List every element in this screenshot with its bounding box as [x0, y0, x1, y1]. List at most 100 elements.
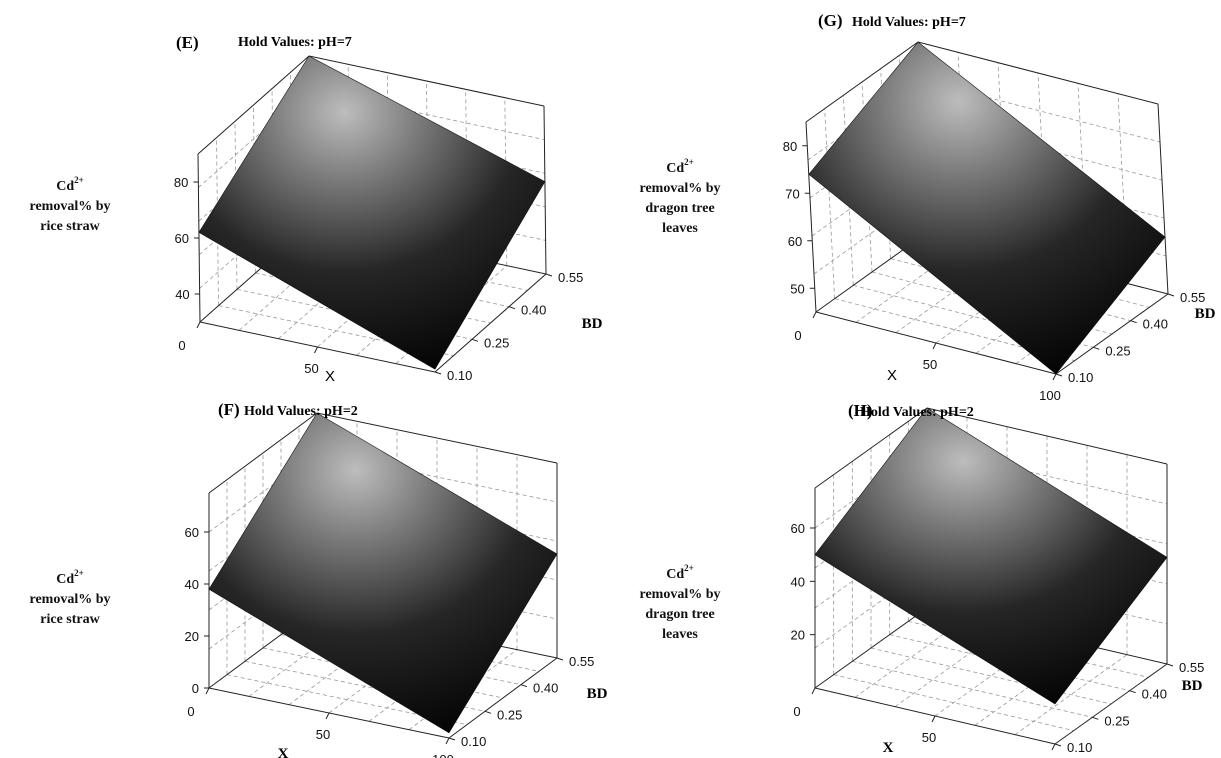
x-tick-label: 0	[794, 328, 801, 343]
z-title-line: removal% by	[639, 181, 720, 196]
z-title-line: removal% by	[639, 587, 720, 602]
bd-tick-label: 0.55	[569, 654, 594, 669]
bd-tick-label: 0.25	[497, 707, 522, 722]
x-tick-label: 100	[432, 752, 454, 758]
gridline	[356, 257, 468, 356]
frame-edge	[434, 273, 547, 373]
x-tick-mark	[1052, 373, 1057, 381]
frame-edge	[208, 412, 318, 494]
x-tick-mark	[205, 687, 210, 695]
frame-edge	[917, 41, 1159, 105]
bd-axis-title: BD	[1182, 678, 1203, 694]
z-tick-label: 60	[185, 525, 199, 540]
z-title-line: Cd2+	[56, 175, 84, 194]
hold-values-caption: Hold Values: pH=7	[238, 35, 352, 50]
z-title-line: removal% by	[29, 592, 110, 607]
z-tick-label: 70	[785, 186, 799, 201]
x-tick-label: 50	[304, 361, 318, 376]
frame-edge	[1054, 663, 1168, 745]
z-axis-title: Cd2+ removal% by rice straw	[29, 568, 110, 627]
bd-tick-mark	[1167, 293, 1175, 297]
bd-tick-label: 0.10	[1067, 740, 1092, 755]
gridline	[824, 108, 836, 299]
x-axis-title: X	[325, 368, 335, 385]
gridline	[309, 89, 545, 140]
z-title-line: dragon tree	[645, 201, 714, 216]
panel-label: (G)	[818, 11, 843, 30]
frame-edge	[926, 407, 1168, 465]
frame-edge	[543, 105, 547, 275]
z-tick-label: 20	[185, 629, 199, 644]
x-tick-label: 0	[187, 704, 194, 719]
bd-tick-mark	[434, 371, 442, 375]
bd-tick-mark	[1130, 320, 1137, 324]
z-tick-label: 40	[185, 577, 199, 592]
bd-tick-label: 0.25	[1104, 713, 1129, 728]
z-tick-label: 50	[790, 281, 804, 296]
z-title-line: rice straw	[40, 612, 100, 627]
z-title-line: leaves	[662, 221, 698, 236]
z-tick-label: 60	[791, 521, 805, 536]
gridline	[842, 95, 854, 286]
z-tick-label: 20	[791, 628, 805, 643]
x-tick-label: 50	[316, 727, 330, 742]
gridline	[870, 647, 1112, 705]
x-tick-label: 0	[178, 338, 185, 353]
x-tick-label: 0	[793, 704, 800, 719]
z-axis-title: Cd2+ removal% by dragon tree leaves	[639, 157, 720, 236]
gridline	[198, 89, 310, 188]
bd-tick-label: 0.10	[447, 368, 472, 383]
z-tick-label: 60	[175, 231, 189, 246]
hold-values-caption: Hold Values: pH=7	[852, 15, 966, 30]
bd-tick-label: 0.55	[1180, 290, 1205, 305]
bd-tick-mark	[545, 273, 553, 277]
z-tick-label: 0	[192, 681, 199, 696]
gridline	[926, 567, 1168, 625]
gridline	[317, 248, 429, 348]
response-surface	[198, 55, 546, 370]
panel-frame	[814, 407, 1168, 745]
bd-tick-mark	[484, 710, 492, 714]
z-title-line: dragon tree	[645, 607, 714, 622]
panel-g: 50 60 70 80 0 50 100 0.10 0.25 0.40 0.55 X BD (G) Hold…	[639, 11, 1215, 403]
x-tick-label: 50	[923, 357, 937, 372]
bd-tick-mark	[471, 338, 479, 342]
gridline	[926, 447, 1168, 505]
x-tick-mark	[314, 346, 318, 354]
x-axis-title: X	[278, 746, 289, 758]
x-tick-mark	[811, 687, 816, 695]
bd-tick-label: 0.40	[521, 303, 546, 318]
panel-e: 40 60 80 0 50 0.10 0.25 0.40 0.55 X BD (E) Hold Valu…	[29, 33, 602, 385]
bd-tick-label: 0.10	[1068, 370, 1093, 385]
bd-tick-mark	[1129, 690, 1136, 694]
frame-edge	[814, 607, 928, 689]
bd-axis-title: BD	[1195, 306, 1216, 322]
z-tick-label: 60	[788, 234, 802, 249]
z-title-line: rice straw	[40, 219, 100, 234]
x-tick-mark	[325, 712, 330, 720]
hold-values-caption: Hold Values: pH=2	[244, 404, 358, 419]
panel-label: (F)	[218, 400, 240, 419]
bd-tick-label: 0.55	[558, 270, 583, 285]
gridline	[238, 232, 351, 331]
bd-tick-mark	[1055, 373, 1063, 377]
frame-edge	[197, 55, 310, 155]
bd-tick-label: 0.25	[1105, 343, 1130, 358]
z-axis-title: Cd2+ removal% by rice straw	[29, 175, 110, 234]
gridline	[908, 620, 1149, 678]
x-tick-label: 50	[922, 730, 936, 745]
gridline	[861, 81, 873, 273]
panel-label: (H)	[848, 401, 873, 420]
bd-tick-mark	[1054, 743, 1062, 747]
bd-tick-mark	[520, 684, 528, 688]
bd-tick-mark	[1166, 663, 1174, 667]
frame-edge	[805, 41, 919, 123]
response-surface	[808, 41, 1166, 375]
x-tick-mark	[812, 311, 817, 319]
response-surface	[208, 412, 558, 734]
x-tick-mark	[1051, 743, 1056, 751]
bd-tick-label: 0.25	[484, 335, 509, 350]
bd-axis-title: BD	[587, 686, 608, 702]
